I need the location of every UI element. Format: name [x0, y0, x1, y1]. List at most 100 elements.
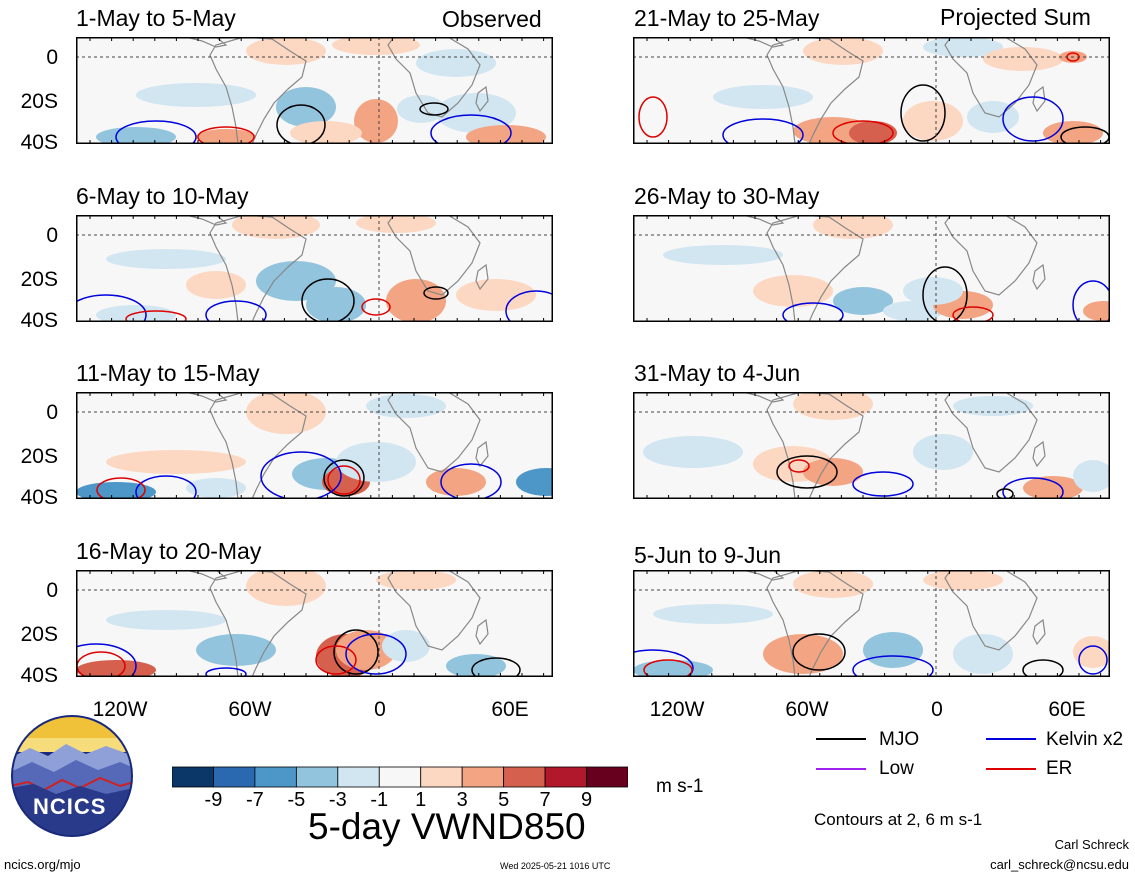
- coastline: [185, 215, 228, 226]
- email: carl_schreck@ncsu.edu: [990, 857, 1129, 872]
- colorbar-label: 3: [456, 789, 468, 811]
- anomaly-shading: [336, 442, 416, 482]
- anomaly-shading: [753, 275, 833, 307]
- wave-contour: [440, 463, 502, 499]
- coastline: [944, 215, 1038, 296]
- lon-label: 0: [374, 698, 386, 721]
- lon-label: 120W: [92, 698, 148, 721]
- coastline: [742, 37, 785, 48]
- wave-contour: [205, 300, 267, 322]
- author: Carl Schreck: [1054, 837, 1129, 852]
- legend-label-mjo: MJO: [879, 729, 920, 750]
- wave-contour: [96, 477, 146, 499]
- anomaly-shading: [397, 95, 445, 123]
- wave-contour: [260, 451, 342, 499]
- wave-contour: [900, 84, 946, 142]
- anomaly-shading: [196, 634, 276, 666]
- colorbar-label: -7: [246, 789, 264, 811]
- coastline: [475, 85, 489, 113]
- map-panel: [76, 570, 553, 677]
- timestamp: Wed 2025-05-21 1016 UTC: [500, 861, 611, 871]
- lat-label: 20S: [20, 623, 58, 646]
- wave-contour: [115, 120, 197, 144]
- anomaly-shading: [106, 450, 246, 474]
- projected-sum-header: Projected Sum: [940, 4, 1091, 30]
- lon-label: 60E: [1048, 698, 1086, 721]
- lat-label: 0: [46, 401, 58, 424]
- wave-contour: [1002, 96, 1064, 142]
- anomaly-shading: [793, 392, 873, 420]
- colorbar-label: 5: [498, 789, 510, 811]
- wave-contour: [76, 643, 137, 677]
- logo-text: NCICS: [33, 794, 107, 819]
- panel-title: 21-May to 25-May: [634, 5, 820, 31]
- coastline: [944, 37, 1038, 118]
- colorbar-swatch: [295, 766, 339, 788]
- coastline: [185, 570, 228, 581]
- coastline: [475, 263, 489, 291]
- ncics-logo: [11, 715, 133, 837]
- wave-contour: [333, 629, 379, 675]
- wave-contour: [327, 465, 361, 495]
- panel-title: 1-May to 5-May: [76, 5, 236, 31]
- anomaly-shading: [366, 394, 446, 418]
- map-panel: [633, 570, 1110, 677]
- anomaly-shading: [306, 287, 366, 322]
- coastline: [387, 215, 481, 296]
- anomaly-shading: [903, 277, 963, 305]
- coastline: [742, 570, 785, 581]
- coastline: [944, 570, 1038, 651]
- wave-contour: [638, 96, 668, 138]
- anomaly-shading: [643, 436, 743, 468]
- colorbar-swatch: [378, 766, 422, 788]
- site-url: ncics.org/mjo: [4, 857, 81, 872]
- panel-frame: [633, 392, 1110, 499]
- wave-contour: [1022, 659, 1064, 677]
- panel-title: 5-Jun to 9-Jun: [634, 542, 782, 568]
- anomaly-shading: [1073, 636, 1110, 668]
- lat-label: 40S: [20, 486, 58, 509]
- coastline: [1032, 263, 1046, 291]
- wave-contour: [323, 459, 365, 497]
- wave-contour: [782, 302, 844, 322]
- wave-contour: [430, 114, 512, 144]
- anomaly-shading: [923, 37, 1003, 57]
- coastline: [1032, 85, 1046, 113]
- panel-title: 26-May to 30-May: [634, 183, 820, 209]
- anomaly-shading: [953, 396, 1033, 416]
- coastline: [944, 392, 1038, 473]
- anomaly-shading: [953, 634, 1013, 674]
- colorbar-label: -3: [328, 789, 347, 811]
- anomaly-shading: [833, 287, 893, 315]
- legend-label-er: ER: [1046, 758, 1073, 779]
- anomaly-shading: [863, 632, 923, 668]
- anomaly-shading: [803, 37, 883, 65]
- map-panel: [633, 37, 1110, 144]
- anomaly-shading: [290, 121, 362, 144]
- anomaly-shading: [136, 83, 256, 107]
- anomaly-shading: [763, 634, 843, 674]
- anomaly-shading: [913, 434, 973, 470]
- coastline: [1032, 440, 1046, 468]
- colorbar-swatch: [544, 766, 587, 788]
- anomaly-shading: [436, 93, 516, 133]
- wave-contour: [301, 278, 355, 322]
- wave-contour: [633, 649, 694, 677]
- anomaly-shading: [516, 468, 553, 496]
- wave-contour: [1002, 477, 1064, 499]
- panel-frame: [633, 37, 1110, 144]
- anomaly-shading: [106, 610, 226, 630]
- panel-title: 31-May to 4-Jun: [634, 360, 801, 386]
- wave-contour: [76, 294, 147, 322]
- lon-label: 60E: [491, 698, 529, 721]
- colorbar-swatch: [213, 766, 256, 788]
- wave-contour: [722, 118, 804, 144]
- legend-swatches-left: [816, 738, 866, 770]
- coastline: [387, 392, 481, 473]
- wave-contour: [423, 286, 449, 300]
- coastline: [766, 392, 864, 499]
- wave-contour: [1072, 280, 1110, 322]
- colorbar-swatch: [254, 766, 297, 788]
- anomaly-shading: [923, 570, 1003, 590]
- coastline: [185, 392, 228, 403]
